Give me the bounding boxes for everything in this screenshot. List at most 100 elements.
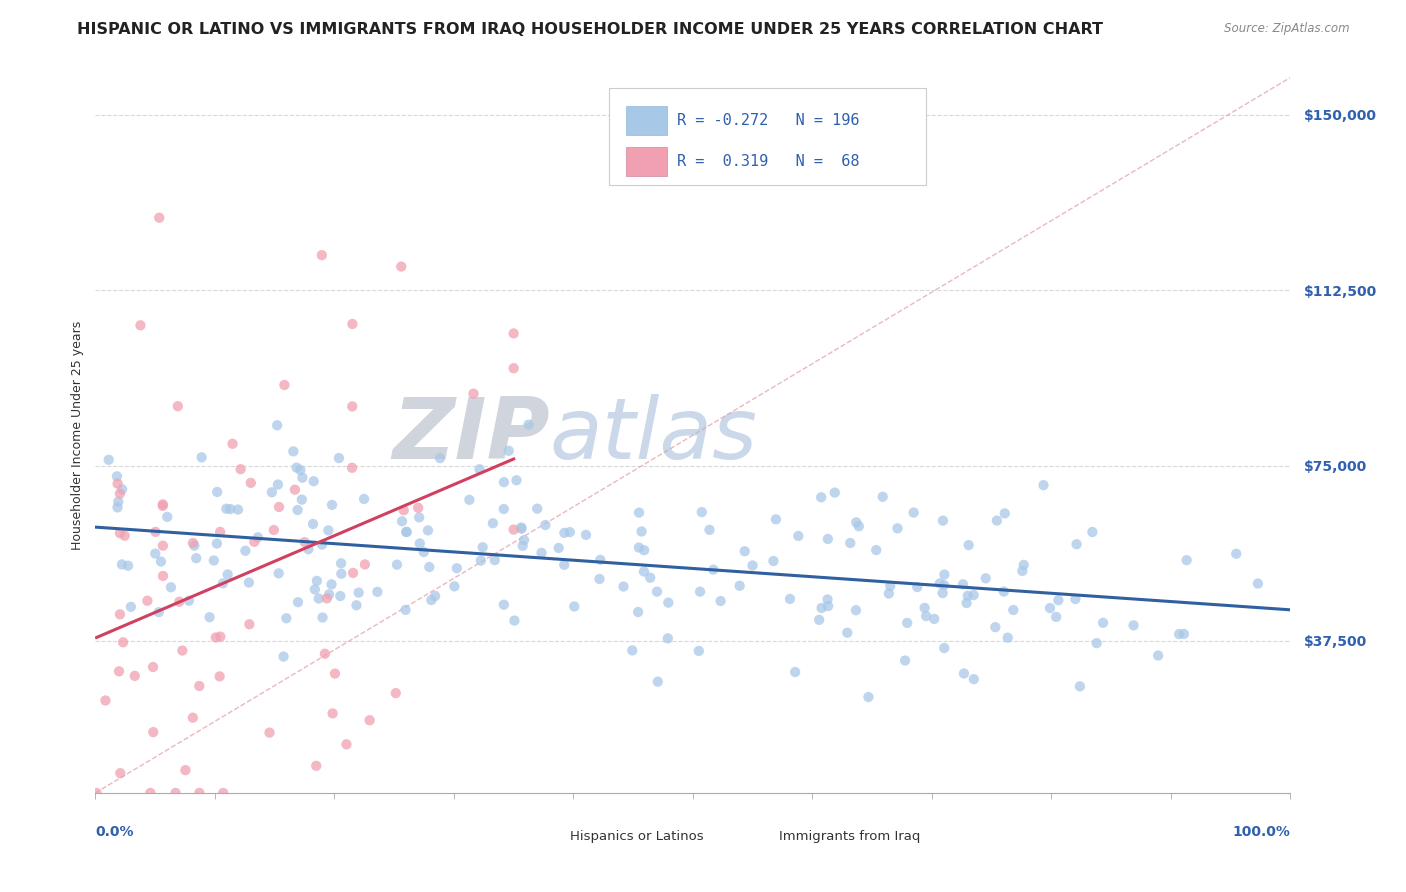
Point <box>260 485 283 500</box>
Point <box>318 524 340 538</box>
Point <box>209 524 232 539</box>
Point <box>915 609 938 624</box>
Point <box>858 690 880 704</box>
Point <box>160 580 183 594</box>
Point <box>922 612 945 626</box>
Point <box>165 786 187 800</box>
Point <box>638 571 661 585</box>
Point <box>208 669 231 683</box>
Point <box>315 591 337 606</box>
Point <box>406 500 429 515</box>
Text: Immigrants from Iraq: Immigrants from Iraq <box>779 830 921 843</box>
Point <box>190 450 212 465</box>
Point <box>492 502 515 516</box>
Point <box>129 318 152 333</box>
FancyBboxPatch shape <box>744 824 776 848</box>
FancyBboxPatch shape <box>534 824 568 848</box>
Point <box>267 477 290 491</box>
Point <box>238 575 260 590</box>
Point <box>198 610 221 624</box>
Point <box>202 553 225 567</box>
Point <box>502 326 524 341</box>
Point <box>111 558 134 572</box>
Point <box>215 501 238 516</box>
Point <box>263 523 285 537</box>
Text: Hispanics or Latinos: Hispanics or Latinos <box>569 830 703 843</box>
Point <box>291 492 314 507</box>
Point <box>395 524 418 539</box>
Point <box>290 463 312 477</box>
Point <box>1147 648 1170 663</box>
Point <box>217 567 239 582</box>
Point <box>993 584 1015 599</box>
Point <box>342 317 364 331</box>
Point <box>879 579 901 593</box>
Point <box>330 556 353 570</box>
Point <box>181 711 204 725</box>
Point <box>986 514 1008 528</box>
Point <box>589 553 612 567</box>
Point <box>575 528 598 542</box>
Point <box>934 567 956 582</box>
Point <box>699 523 721 537</box>
Point <box>391 514 413 528</box>
Point <box>824 485 846 500</box>
Text: atlas: atlas <box>550 393 758 476</box>
Point <box>997 631 1019 645</box>
Point <box>628 506 651 520</box>
Point <box>323 666 346 681</box>
Point <box>238 617 260 632</box>
Point <box>152 569 174 583</box>
Point <box>1069 679 1091 693</box>
Point <box>1122 618 1144 632</box>
Point <box>957 538 980 552</box>
Point <box>318 587 340 601</box>
Point <box>226 502 249 516</box>
Point <box>562 599 585 614</box>
Point <box>139 786 162 800</box>
Point <box>817 532 839 546</box>
Point <box>330 566 353 581</box>
Point <box>779 591 801 606</box>
Point <box>267 500 290 514</box>
Point <box>787 529 810 543</box>
Point <box>645 584 668 599</box>
Point <box>865 543 887 558</box>
Point <box>471 540 494 554</box>
Point <box>108 486 131 500</box>
Point <box>510 520 533 534</box>
FancyBboxPatch shape <box>626 147 666 177</box>
FancyBboxPatch shape <box>626 105 666 135</box>
Point <box>273 649 295 664</box>
Point <box>905 580 928 594</box>
Point <box>423 589 446 603</box>
Point <box>219 502 242 516</box>
Point <box>143 547 166 561</box>
Point <box>627 541 650 555</box>
Point <box>633 565 655 579</box>
Point <box>353 491 375 506</box>
Point <box>120 599 142 614</box>
Point <box>621 643 644 657</box>
Point <box>108 526 131 541</box>
Point <box>974 571 997 585</box>
Point <box>392 503 415 517</box>
Point <box>117 558 139 573</box>
Point <box>110 766 132 780</box>
Point <box>498 443 520 458</box>
Point <box>1247 576 1270 591</box>
FancyBboxPatch shape <box>609 88 927 185</box>
Point <box>322 706 344 721</box>
Point <box>409 536 432 550</box>
Point <box>1045 610 1067 624</box>
Point <box>994 507 1017 521</box>
Point <box>689 584 711 599</box>
Text: ZIP: ZIP <box>392 393 550 476</box>
Point <box>267 566 290 581</box>
Point <box>1081 524 1104 539</box>
Point <box>953 666 976 681</box>
Point <box>517 417 540 432</box>
Point <box>1032 478 1054 492</box>
Point <box>446 561 468 575</box>
Point <box>418 560 440 574</box>
